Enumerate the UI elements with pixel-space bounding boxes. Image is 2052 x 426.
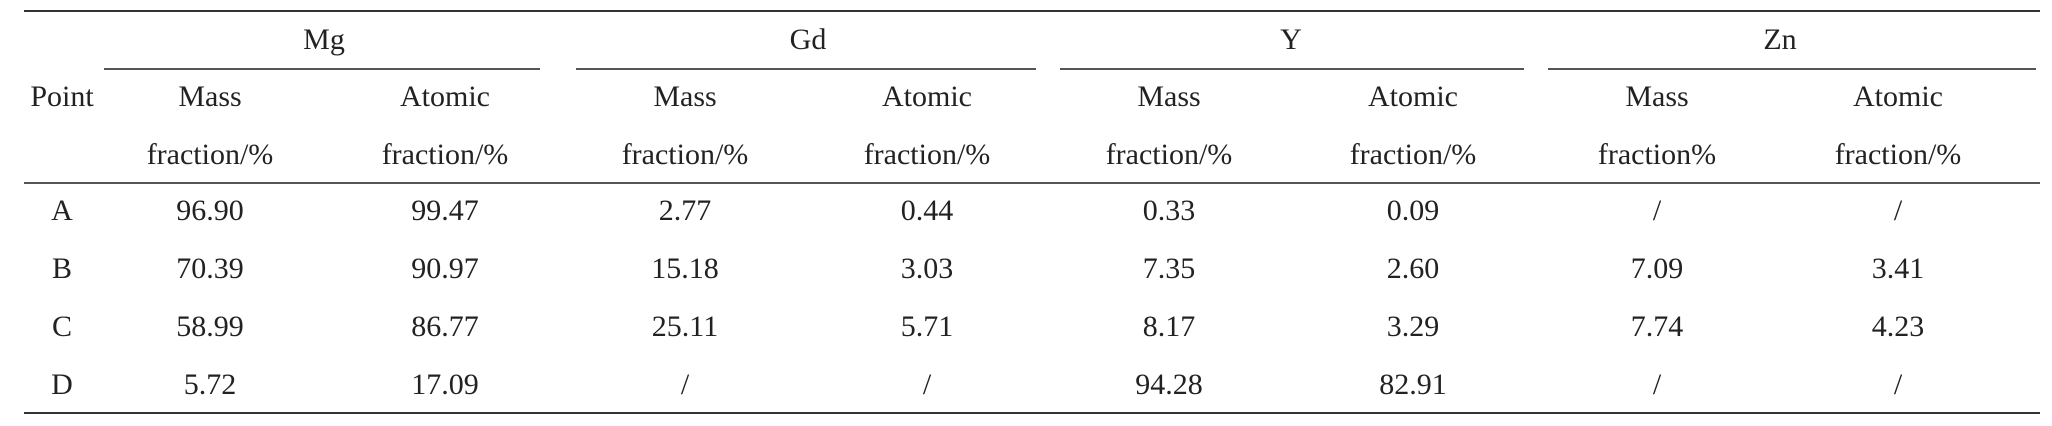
row-d-y-atomic: 82.91: [1379, 368, 1447, 401]
row-b-point: B: [51, 252, 73, 285]
row-a-mg-atomic: 99.47: [411, 194, 479, 227]
subheader-zn-mass-unit: fraction%: [1597, 138, 1717, 171]
composition-table: Mg Gd Y Zn Point Mass Atomic Mass Atomic…: [24, 0, 2040, 426]
row-a-point: A: [51, 194, 73, 227]
row-a-y-atomic: 0.09: [1386, 194, 1440, 227]
subheader-mg-mass: Mass: [178, 80, 242, 113]
header-bottom-rule: [24, 182, 2040, 184]
row-c-y-atomic: 3.29: [1386, 310, 1440, 343]
subheader-y-atomic-unit: fraction/%: [1349, 138, 1477, 171]
zn-group-rule: [1548, 68, 2036, 70]
row-d-mg-atomic: 17.09: [411, 368, 479, 401]
row-c-zn-atomic: 4.23: [1871, 310, 1925, 343]
gd-group-rule: [576, 68, 1036, 70]
subheader-y-atomic: Atomic: [1368, 80, 1458, 113]
row-b-gd-mass: 15.18: [651, 252, 719, 285]
point-column-header: Point: [30, 80, 94, 113]
row-b-y-mass: 7.35: [1142, 252, 1196, 285]
subheader-y-mass-unit: fraction/%: [1105, 138, 1233, 171]
row-c-point: C: [51, 310, 73, 343]
subheader-gd-mass: Mass: [653, 80, 717, 113]
subheader-zn-atomic: Atomic: [1853, 80, 1943, 113]
table-bottom-rule: [24, 412, 2040, 414]
subheader-mg-atomic-unit: fraction/%: [381, 138, 509, 171]
row-c-y-mass: 8.17: [1142, 310, 1196, 343]
subheader-y-mass: Mass: [1137, 80, 1201, 113]
row-a-mg-mass: 96.90: [176, 194, 244, 227]
subheader-gd-atomic-unit: fraction/%: [863, 138, 991, 171]
row-a-zn-mass: /: [1652, 194, 1662, 227]
row-d-gd-atomic: /: [922, 368, 932, 401]
subheader-zn-atomic-unit: fraction/%: [1834, 138, 1962, 171]
row-d-gd-mass: /: [680, 368, 690, 401]
row-a-zn-atomic: /: [1893, 194, 1903, 227]
row-b-gd-atomic: 3.03: [900, 252, 954, 285]
subheader-mg-mass-unit: fraction/%: [146, 138, 274, 171]
row-b-mg-mass: 70.39: [176, 252, 244, 285]
row-a-gd-atomic: 0.44: [900, 194, 954, 227]
y-group-rule: [1060, 68, 1524, 70]
row-a-gd-mass: 2.77: [658, 194, 712, 227]
element-header-gd: Gd: [789, 23, 827, 56]
row-d-point: D: [51, 368, 73, 401]
row-b-mg-atomic: 90.97: [411, 252, 479, 285]
row-b-zn-atomic: 3.41: [1871, 252, 1925, 285]
element-header-mg: Mg: [303, 23, 345, 56]
subheader-mg-atomic: Atomic: [400, 80, 490, 113]
subheader-gd-atomic: Atomic: [882, 80, 972, 113]
row-c-mg-mass: 58.99: [176, 310, 244, 343]
row-a-y-mass: 0.33: [1142, 194, 1196, 227]
row-b-zn-mass: 7.09: [1630, 252, 1684, 285]
row-d-zn-mass: /: [1652, 368, 1662, 401]
subheader-zn-mass: Mass: [1625, 80, 1689, 113]
row-c-gd-mass: 25.11: [651, 310, 719, 343]
element-header-y: Y: [1280, 23, 1302, 56]
row-c-gd-atomic: 5.71: [900, 310, 954, 343]
row-d-mg-mass: 5.72: [183, 368, 237, 401]
mg-group-rule: [104, 68, 540, 70]
row-d-zn-atomic: /: [1893, 368, 1903, 401]
row-b-y-atomic: 2.60: [1386, 252, 1440, 285]
subheader-gd-mass-unit: fraction/%: [621, 138, 749, 171]
table-top-rule: [24, 10, 2040, 12]
row-c-zn-mass: 7.74: [1630, 310, 1684, 343]
row-c-mg-atomic: 86.77: [411, 310, 479, 343]
element-header-zn: Zn: [1763, 23, 1797, 56]
row-d-y-mass: 94.28: [1135, 368, 1203, 401]
